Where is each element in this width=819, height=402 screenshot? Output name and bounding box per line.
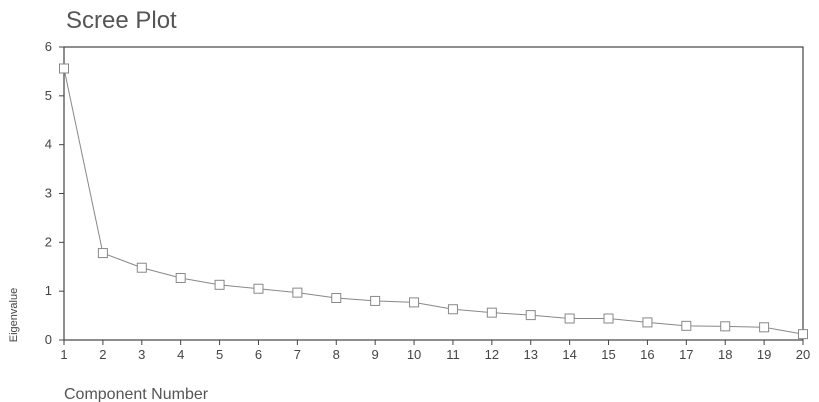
y-tick-label: 5 <box>45 88 52 103</box>
data-point-marker <box>642 317 653 328</box>
data-point-marker <box>681 320 692 331</box>
x-tick-label: 11 <box>446 347 460 362</box>
data-point-marker <box>525 310 536 321</box>
x-tick-label: 4 <box>177 347 184 362</box>
data-point-marker <box>292 287 303 298</box>
plot-frame <box>63 46 804 341</box>
x-tick-label: 5 <box>216 347 223 362</box>
series-line <box>63 68 804 335</box>
data-point-marker <box>759 322 770 333</box>
x-tick-label: 9 <box>372 347 379 362</box>
y-tick-label: 1 <box>45 283 52 298</box>
data-point-marker <box>97 248 108 259</box>
y-tick-label: 6 <box>45 39 52 54</box>
data-point-marker <box>720 321 731 332</box>
data-point-marker <box>253 283 264 294</box>
data-point-marker <box>564 313 575 324</box>
data-point-marker <box>331 293 342 304</box>
x-tick-label: 16 <box>640 347 654 362</box>
y-tick-label: 0 <box>45 332 52 347</box>
y-tick-label: 4 <box>45 137 52 152</box>
x-tick-label: 12 <box>485 347 499 362</box>
data-point-marker <box>409 297 420 308</box>
x-tick-label: 20 <box>796 347 810 362</box>
x-tick-label: 18 <box>718 347 732 362</box>
y-axis-label: Eigenvalue <box>8 288 20 342</box>
x-tick-label: 7 <box>294 347 301 362</box>
chart-title: Scree Plot <box>66 7 177 34</box>
x-tick-label: 19 <box>757 347 771 362</box>
x-axis-label: Component Number <box>64 386 209 402</box>
x-tick-label: 8 <box>333 347 340 362</box>
data-point-marker <box>603 313 614 324</box>
y-tick-label: 3 <box>45 186 52 201</box>
data-point-marker <box>136 262 147 273</box>
data-point-marker <box>447 304 458 315</box>
data-point-marker <box>59 63 69 74</box>
x-tick-label: 6 <box>255 347 262 362</box>
x-tick-label: 13 <box>524 347 538 362</box>
x-tick-label: 3 <box>138 347 145 362</box>
data-point-marker <box>370 295 381 306</box>
data-point-marker <box>175 272 186 283</box>
data-point-marker <box>214 279 225 290</box>
x-tick-label: 15 <box>601 347 615 362</box>
y-tick-label: 2 <box>45 234 52 249</box>
data-point-marker <box>486 307 497 318</box>
x-tick-label: 14 <box>562 347 576 362</box>
x-tick-label: 10 <box>407 347 421 362</box>
x-tick-label: 2 <box>99 347 106 362</box>
x-tick-label: 1 <box>60 347 67 362</box>
x-tick-label: 17 <box>679 347 693 362</box>
data-point-marker <box>798 329 808 340</box>
